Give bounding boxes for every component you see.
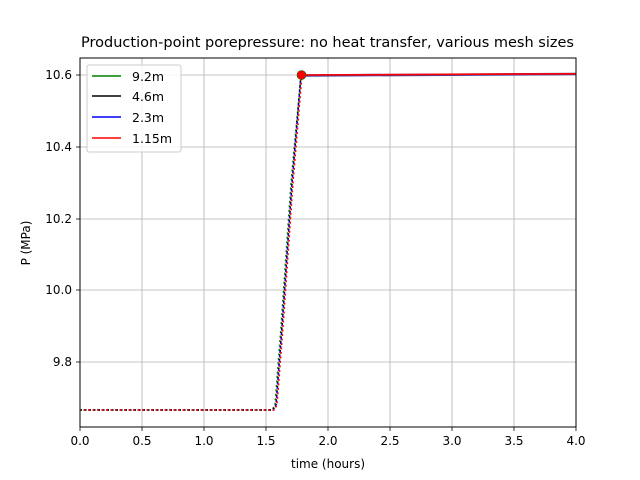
x-tick-label: 3.0 <box>442 434 461 448</box>
x-tick-label: 4.0 <box>566 434 585 448</box>
x-tick-label: 0.5 <box>132 434 151 448</box>
y-tick-label: 10.0 <box>45 283 72 297</box>
legend: 9.2m 4.6m 2.3m 1.15m <box>86 64 182 153</box>
y-tick-label: 10.6 <box>45 68 72 82</box>
svg-text:9.2m: 9.2m <box>132 69 164 84</box>
chart-title: Production-point porepressure: no heat t… <box>81 35 574 51</box>
legend-item-4.6m: 4.6m <box>92 89 164 104</box>
legend-item-2.3m: 2.3m <box>92 110 164 125</box>
y-tick-label: 10.2 <box>45 212 72 226</box>
transition-marker <box>296 70 307 80</box>
x-tick-label: 1.0 <box>194 434 213 448</box>
y-axis <box>76 74 80 363</box>
y-tick-label: 9.8 <box>53 355 72 369</box>
y-tick-label: 10.4 <box>45 140 72 154</box>
x-tick-label: 0.0 <box>70 434 89 448</box>
series-9.2m <box>80 74 302 411</box>
x-tick-label: 2.0 <box>318 434 337 448</box>
legend-item-1.15m: 1.15m <box>92 131 172 146</box>
x-axis-label: time (hours) <box>291 457 365 471</box>
x-axis <box>79 427 577 431</box>
x-tick-label: 2.5 <box>380 434 399 448</box>
legend-item-9.2m: 9.2m <box>92 69 164 84</box>
svg-text:4.6m: 4.6m <box>132 89 164 104</box>
series-1.15m <box>82 74 303 411</box>
svg-text:1.15m: 1.15m <box>132 131 172 146</box>
svg-text:2.3m: 2.3m <box>132 110 164 125</box>
x-tick-label: 3.5 <box>504 434 523 448</box>
y-axis-label: P (MPa) <box>19 221 33 266</box>
x-tick-label: 1.5 <box>256 434 275 448</box>
